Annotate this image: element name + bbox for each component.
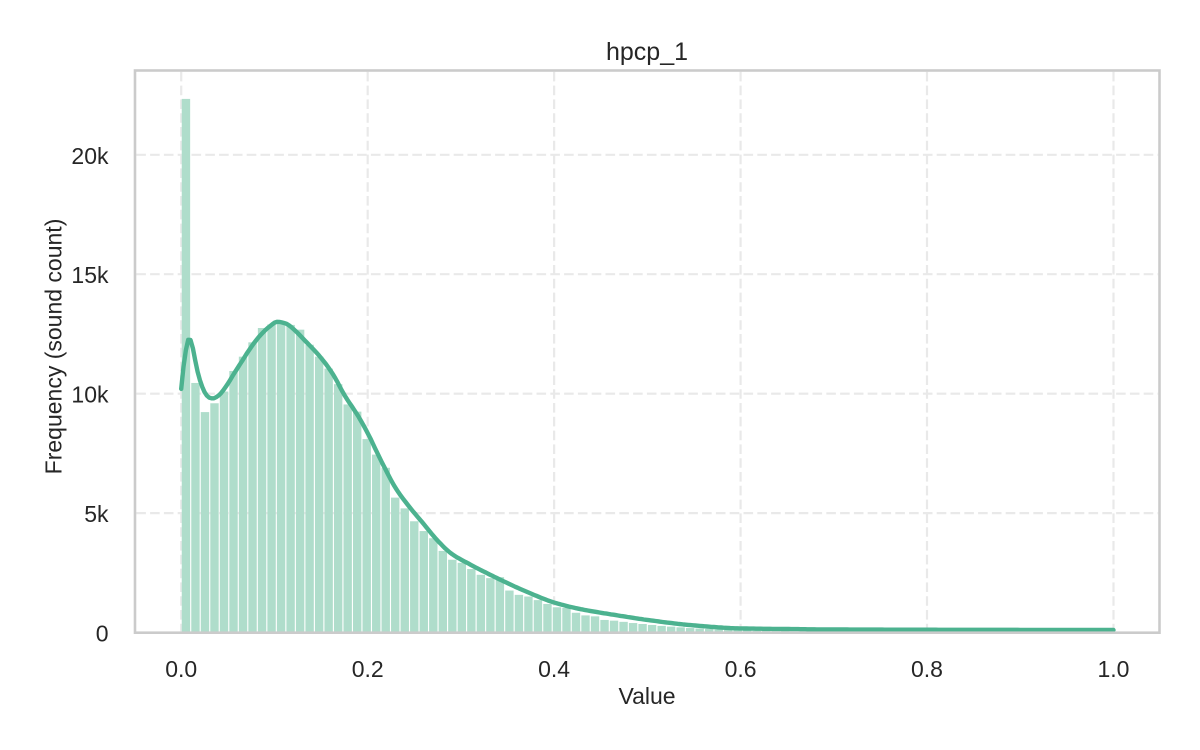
svg-text:0.4: 0.4 bbox=[538, 656, 570, 682]
svg-text:15k: 15k bbox=[71, 262, 109, 288]
svg-text:0.0: 0.0 bbox=[165, 656, 197, 682]
svg-text:5k: 5k bbox=[84, 501, 109, 527]
svg-text:10k: 10k bbox=[71, 382, 109, 408]
svg-text:0: 0 bbox=[96, 621, 109, 647]
svg-text:1.0: 1.0 bbox=[1098, 656, 1130, 682]
svg-text:0.8: 0.8 bbox=[911, 656, 943, 682]
svg-text:20k: 20k bbox=[71, 143, 109, 169]
svg-text:Value: Value bbox=[618, 683, 675, 709]
svg-text:Frequency (sound count): Frequency (sound count) bbox=[41, 219, 67, 475]
svg-text:0.6: 0.6 bbox=[725, 656, 757, 682]
svg-text:0.2: 0.2 bbox=[352, 656, 384, 682]
svg-text:hpcp_1: hpcp_1 bbox=[606, 38, 688, 66]
